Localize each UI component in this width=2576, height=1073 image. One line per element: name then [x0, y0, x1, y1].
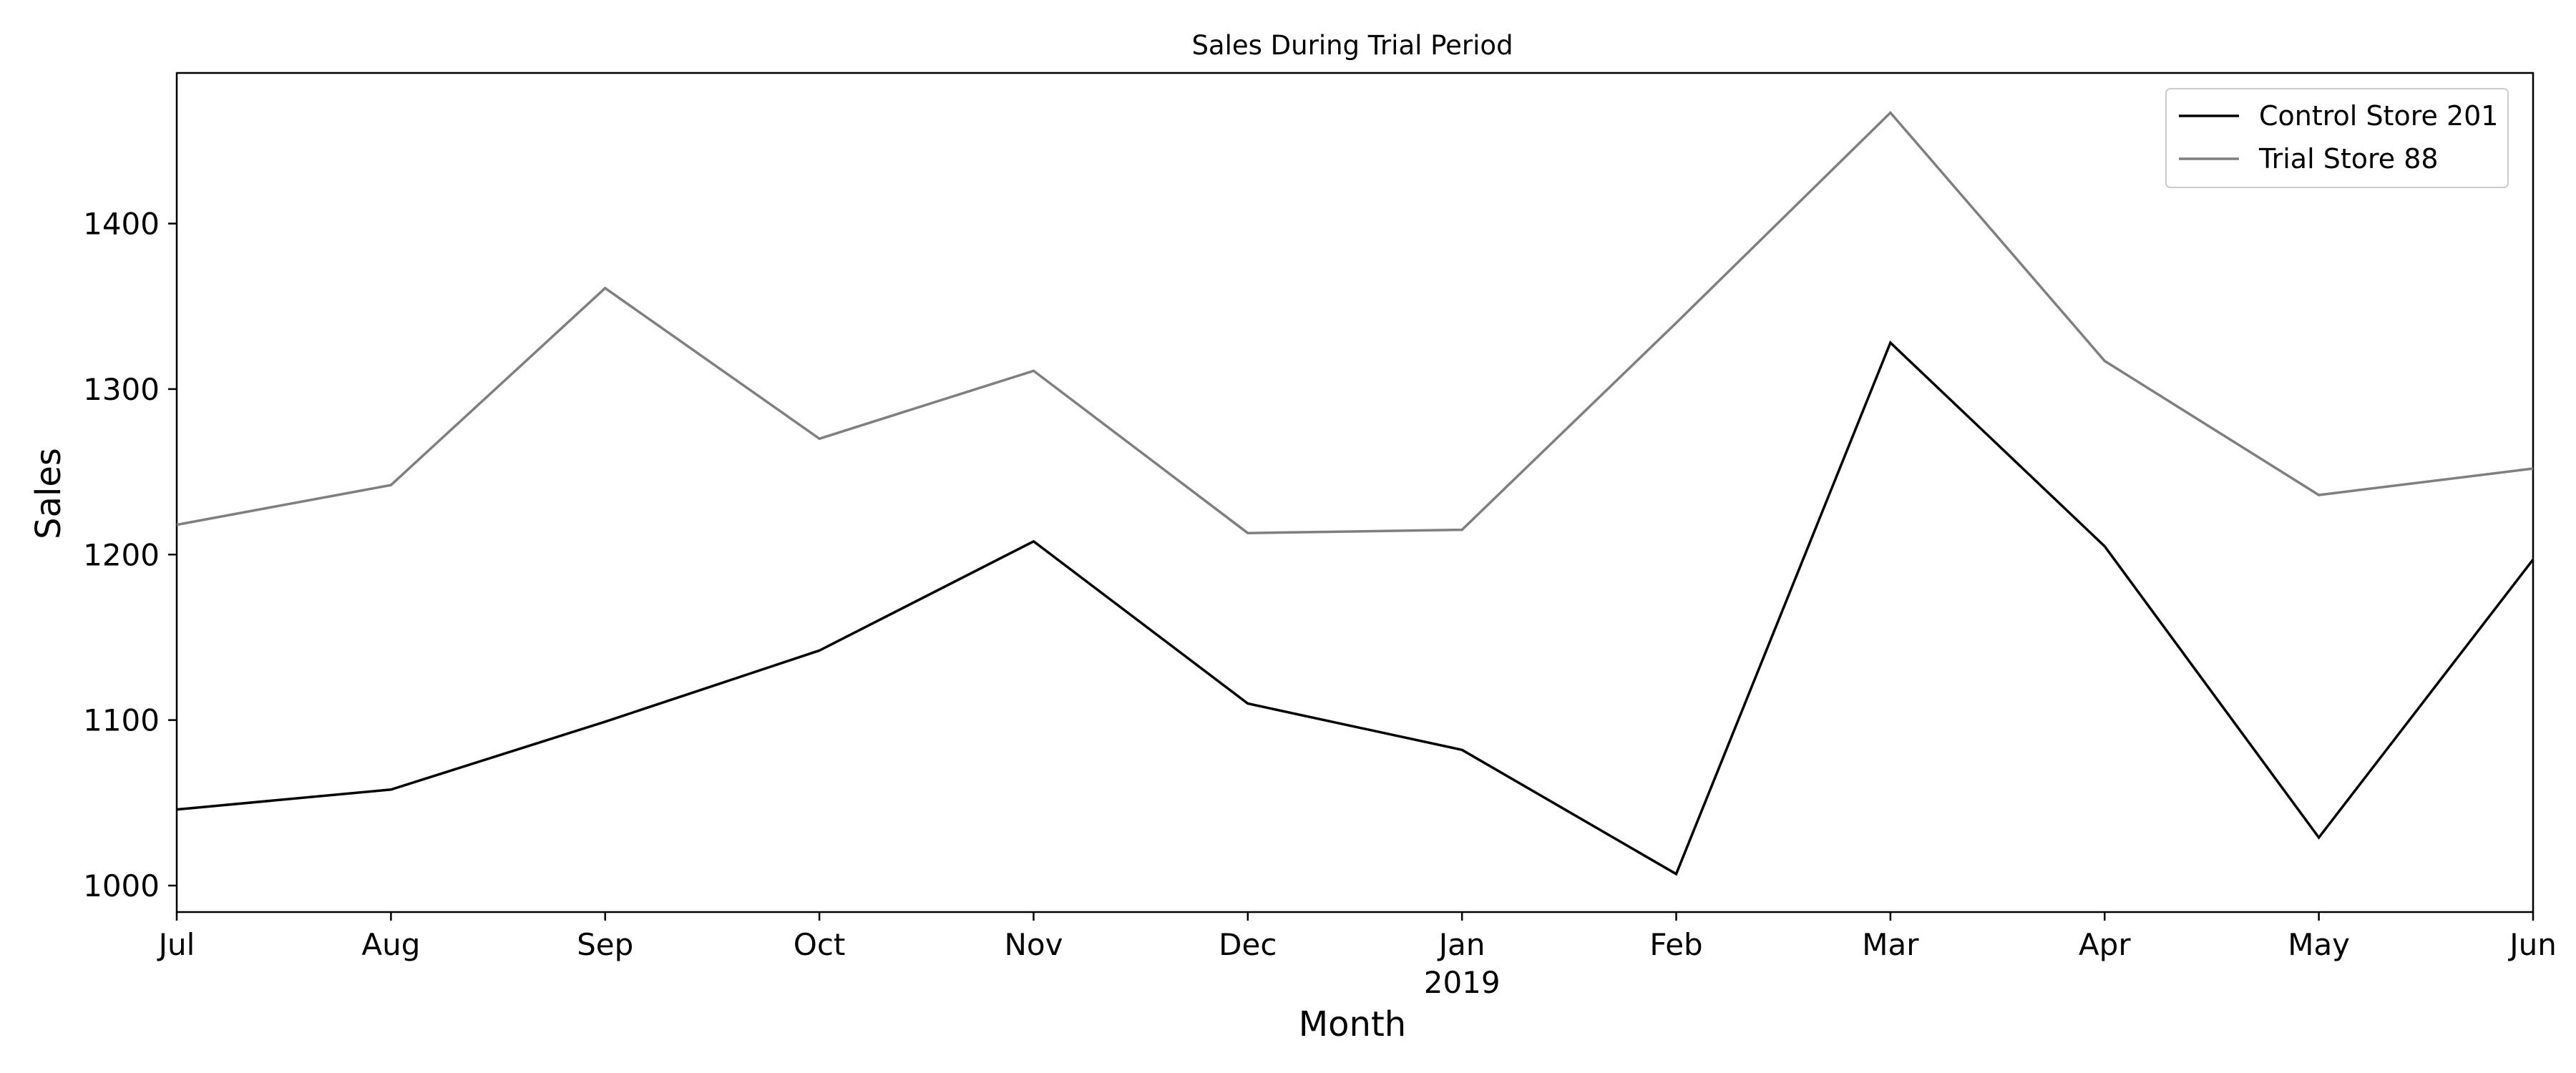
y-tick-label: 1100: [83, 703, 160, 738]
series-line-1: [176, 340, 2534, 876]
x-tick-label: Sep: [577, 927, 633, 962]
x-tick-label: Feb: [1649, 927, 1702, 962]
x-tick-label: Nov: [1004, 927, 1063, 962]
y-tick-label: 1400: [83, 207, 160, 242]
chart-title: Sales During Trial Period: [1191, 30, 1513, 61]
y-tick-label: 1300: [83, 372, 160, 407]
y-tick-label: 1200: [83, 537, 160, 572]
x-year-label: 2019: [1424, 965, 1501, 1000]
series-line-2: [176, 110, 2534, 534]
x-tick-label: Apr: [2079, 927, 2131, 962]
x-axis-label: Month: [1299, 1004, 1406, 1044]
x-tick-label: Dec: [1219, 927, 1277, 962]
x-tick-label: Jul: [157, 927, 195, 962]
x-tick-label: Jan: [1437, 927, 1485, 962]
plot-frame: [175, 72, 2534, 913]
plot-area: 1000 1100 1200 1300 1400 Jul Aug Sep Oct Nov Dec Ja…: [83, 72, 2557, 1000]
x-tick-label: Mar: [1862, 927, 1919, 962]
y-tick-label: 1000: [83, 868, 160, 903]
legend-box: [2165, 88, 2509, 188]
legend-label: Trial Store 88: [2258, 143, 2439, 175]
x-tick-label: Aug: [361, 927, 420, 962]
x-tick-label: Oct: [794, 927, 846, 962]
legend-label: Control Store 201: [2259, 100, 2499, 132]
y-axis-label: Sales: [29, 448, 69, 539]
x-tick-label: Jun: [2507, 927, 2557, 962]
x-tick-label: May: [2288, 927, 2350, 962]
